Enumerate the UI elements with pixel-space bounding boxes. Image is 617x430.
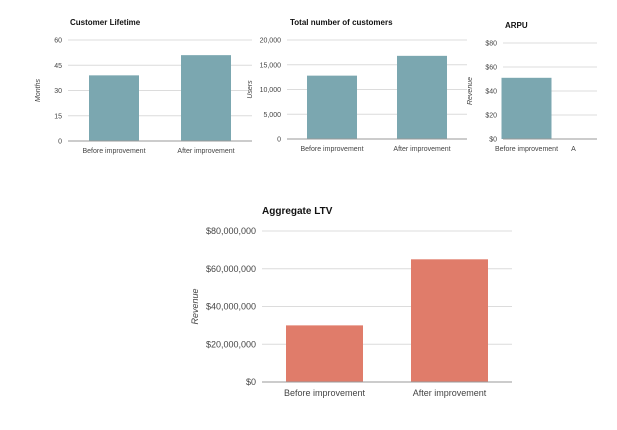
chart-1: Customer Lifetime 0 15 30 45 60 Months Before i… <box>35 18 252 155</box>
x-tick-label: A <box>571 146 576 153</box>
y-tick-label: $40 <box>485 89 497 96</box>
x-tick-label: After improvement <box>413 388 487 398</box>
y-tick-label: $0 <box>489 137 497 144</box>
x-tick-label: Before improvement <box>495 146 558 153</box>
y-tick-label: $20,000,000 <box>206 339 256 349</box>
y-tick-label: 0 <box>277 137 281 144</box>
y-tick-label: $80,000,000 <box>206 226 256 236</box>
y-tick-label: 5,000 <box>263 112 281 119</box>
bar <box>397 55 447 140</box>
chart-4: Aggregate LTV $0 $20,000,000 $40,000,000 $60… <box>190 206 512 398</box>
x-tick-label: After improvement <box>393 146 450 153</box>
y-tick-label: $80 <box>485 41 497 48</box>
y-tick-label: 30 <box>54 88 62 95</box>
chart-title: Customer Lifetime <box>70 18 141 27</box>
y-axis-label: Users <box>247 80 254 99</box>
bar <box>501 77 552 139</box>
y-tick-label: 20,000 <box>260 38 282 45</box>
bar <box>286 325 363 382</box>
y-tick-label: 60 <box>54 38 62 45</box>
y-tick-label: 15,000 <box>260 62 282 69</box>
chart-title: Aggregate LTV <box>262 206 333 217</box>
y-tick-label: 45 <box>54 63 62 70</box>
y-tick-label: $60,000,000 <box>206 264 256 274</box>
y-tick-label: $20 <box>485 113 497 120</box>
y-axis-label: Months <box>35 79 42 102</box>
chart-title: ARPU <box>505 21 528 30</box>
y-tick-label: 10,000 <box>260 87 282 94</box>
y-tick-label: $60 <box>485 65 497 72</box>
bar <box>307 75 357 139</box>
bar <box>89 75 139 141</box>
y-tick-label: $40,000,000 <box>206 302 256 312</box>
y-axis-label: Revenue <box>467 77 474 105</box>
y-tick-label: 15 <box>54 113 62 120</box>
y-tick-label: 0 <box>58 139 62 146</box>
y-tick-label: $0 <box>246 377 256 387</box>
chart-2: Total number of customers 0 5,000 10,000 15,… <box>247 18 467 153</box>
x-tick-label: Before improvement <box>300 146 363 153</box>
chart-title: Total number of customers <box>290 18 393 27</box>
y-axis-label: Revenue <box>190 288 200 324</box>
x-tick-label: Before improvement <box>82 148 145 155</box>
bar <box>411 259 488 382</box>
x-tick-label: After improvement <box>177 148 234 155</box>
chart-3: ARPU $0 $20 $40 $60 $80 Revenue Before improvem… <box>467 21 597 153</box>
bar <box>181 55 231 141</box>
x-tick-label: Before improvement <box>284 388 366 398</box>
